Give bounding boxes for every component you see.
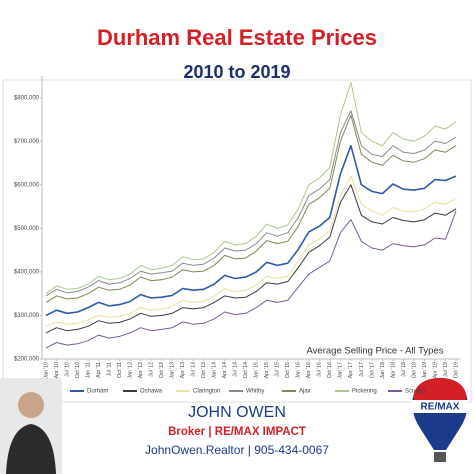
- agent-contact: JohnOwen.Realtor | 905-434-0067: [145, 443, 329, 457]
- x-tick-label: Apr '17: [348, 362, 354, 378]
- x-tick-label: Oct '18: [411, 362, 417, 378]
- photo-head: [18, 392, 44, 418]
- x-tick-label: Jan '19: [422, 362, 428, 379]
- x-tick-label: Jul '17: [359, 362, 365, 377]
- x-tick-label: Apr '11: [96, 362, 102, 378]
- legend-label: Oshawa: [140, 389, 163, 395]
- chart-title: Durham Real Estate Prices: [97, 25, 377, 50]
- legend-label: Scugog: [405, 389, 425, 395]
- legend-label: Whitby: [246, 389, 264, 395]
- series-line: [45, 110, 457, 297]
- x-tick-label: Jul '12: [149, 362, 155, 377]
- y-tick-label: $200,000: [14, 357, 40, 363]
- x-tick-label: Jul '13: [191, 362, 197, 377]
- agent-name: JOHN OWEN: [188, 404, 286, 421]
- x-tick-label: Oct '19: [453, 362, 459, 378]
- x-tick-label: Jul '18: [401, 362, 407, 377]
- x-tick-label: Jul '16: [317, 362, 323, 377]
- series-line: [45, 82, 457, 295]
- series-line: [45, 175, 457, 327]
- x-tick-label: Apr '16: [306, 362, 312, 378]
- x-tick-label: Jan '13: [170, 362, 176, 379]
- logo-text: RE/MAX: [421, 402, 460, 413]
- chart-subtitle: 2010 to 2019: [183, 62, 290, 82]
- x-tick-label: Jan '12: [127, 362, 133, 379]
- x-tick-label: Jan '15: [254, 362, 260, 379]
- y-tick-label: $800,000: [14, 95, 40, 101]
- x-tick-label: Jan '16: [296, 362, 302, 379]
- x-tick-label: Apr '14: [222, 362, 228, 378]
- x-tick-label: Oct '15: [285, 362, 291, 378]
- footer: JOHN OWEN Broker | RE/MAX IMPACT JohnOwe…: [0, 378, 468, 474]
- x-tick-label: Jul '14: [233, 362, 239, 377]
- x-tick-label: Apr '10: [54, 362, 60, 378]
- x-tick-label: Oct '12: [159, 362, 165, 378]
- annotation: Average Selling Price - All Types: [307, 346, 444, 357]
- y-tick-label: $700,000: [14, 139, 40, 145]
- x-tick-label: Jan '10: [43, 362, 49, 379]
- x-tick-label: Apr '13: [180, 362, 186, 378]
- series-line: [45, 144, 457, 317]
- photo-body: [6, 424, 56, 474]
- y-tick-label: $300,000: [14, 313, 40, 319]
- logo-basket: [434, 452, 446, 462]
- x-tick-label: Apr '19: [432, 362, 438, 378]
- legend-label: Pickering: [352, 389, 377, 395]
- x-tick-label: Apr '15: [264, 362, 270, 378]
- logo-top: [413, 378, 467, 400]
- y-tick-label: $500,000: [14, 226, 40, 232]
- x-tick-label: Jan '11: [85, 362, 91, 378]
- legend-label: Ajax: [299, 389, 311, 395]
- series-line: [45, 114, 457, 303]
- x-tick-label: Oct '13: [201, 362, 207, 378]
- legend-label: Clarington: [193, 389, 220, 395]
- legend-label: Durham: [87, 389, 108, 395]
- x-tick-label: Oct '14: [243, 362, 249, 378]
- x-tick-label: Oct '10: [75, 362, 81, 378]
- series-line: [45, 184, 457, 334]
- x-tick-label: Jul '10: [64, 362, 70, 377]
- x-tick-label: Jan '17: [338, 362, 344, 379]
- x-tick-label: Apr '12: [138, 362, 144, 378]
- x-tick-label: Jan '14: [212, 362, 218, 379]
- logo-band: [412, 400, 468, 413]
- y-tick-label: $400,000: [14, 270, 40, 276]
- chart-frame: [2, 79, 472, 403]
- agent-role: Broker | RE/MAX IMPACT: [168, 426, 306, 438]
- x-tick-label: Jan '18: [380, 362, 386, 379]
- series-line: [45, 210, 457, 349]
- x-tick-label: Apr '18: [390, 362, 396, 378]
- x-tick-label: Jul '19: [443, 362, 449, 377]
- y-tick-label: $600,000: [14, 182, 40, 188]
- x-tick-label: Jul '11: [106, 362, 112, 377]
- x-tick-label: Oct '17: [369, 362, 375, 378]
- x-tick-label: Oct '11: [117, 362, 123, 378]
- x-tick-label: Oct '16: [327, 362, 333, 378]
- x-tick-label: Jul '15: [275, 362, 281, 377]
